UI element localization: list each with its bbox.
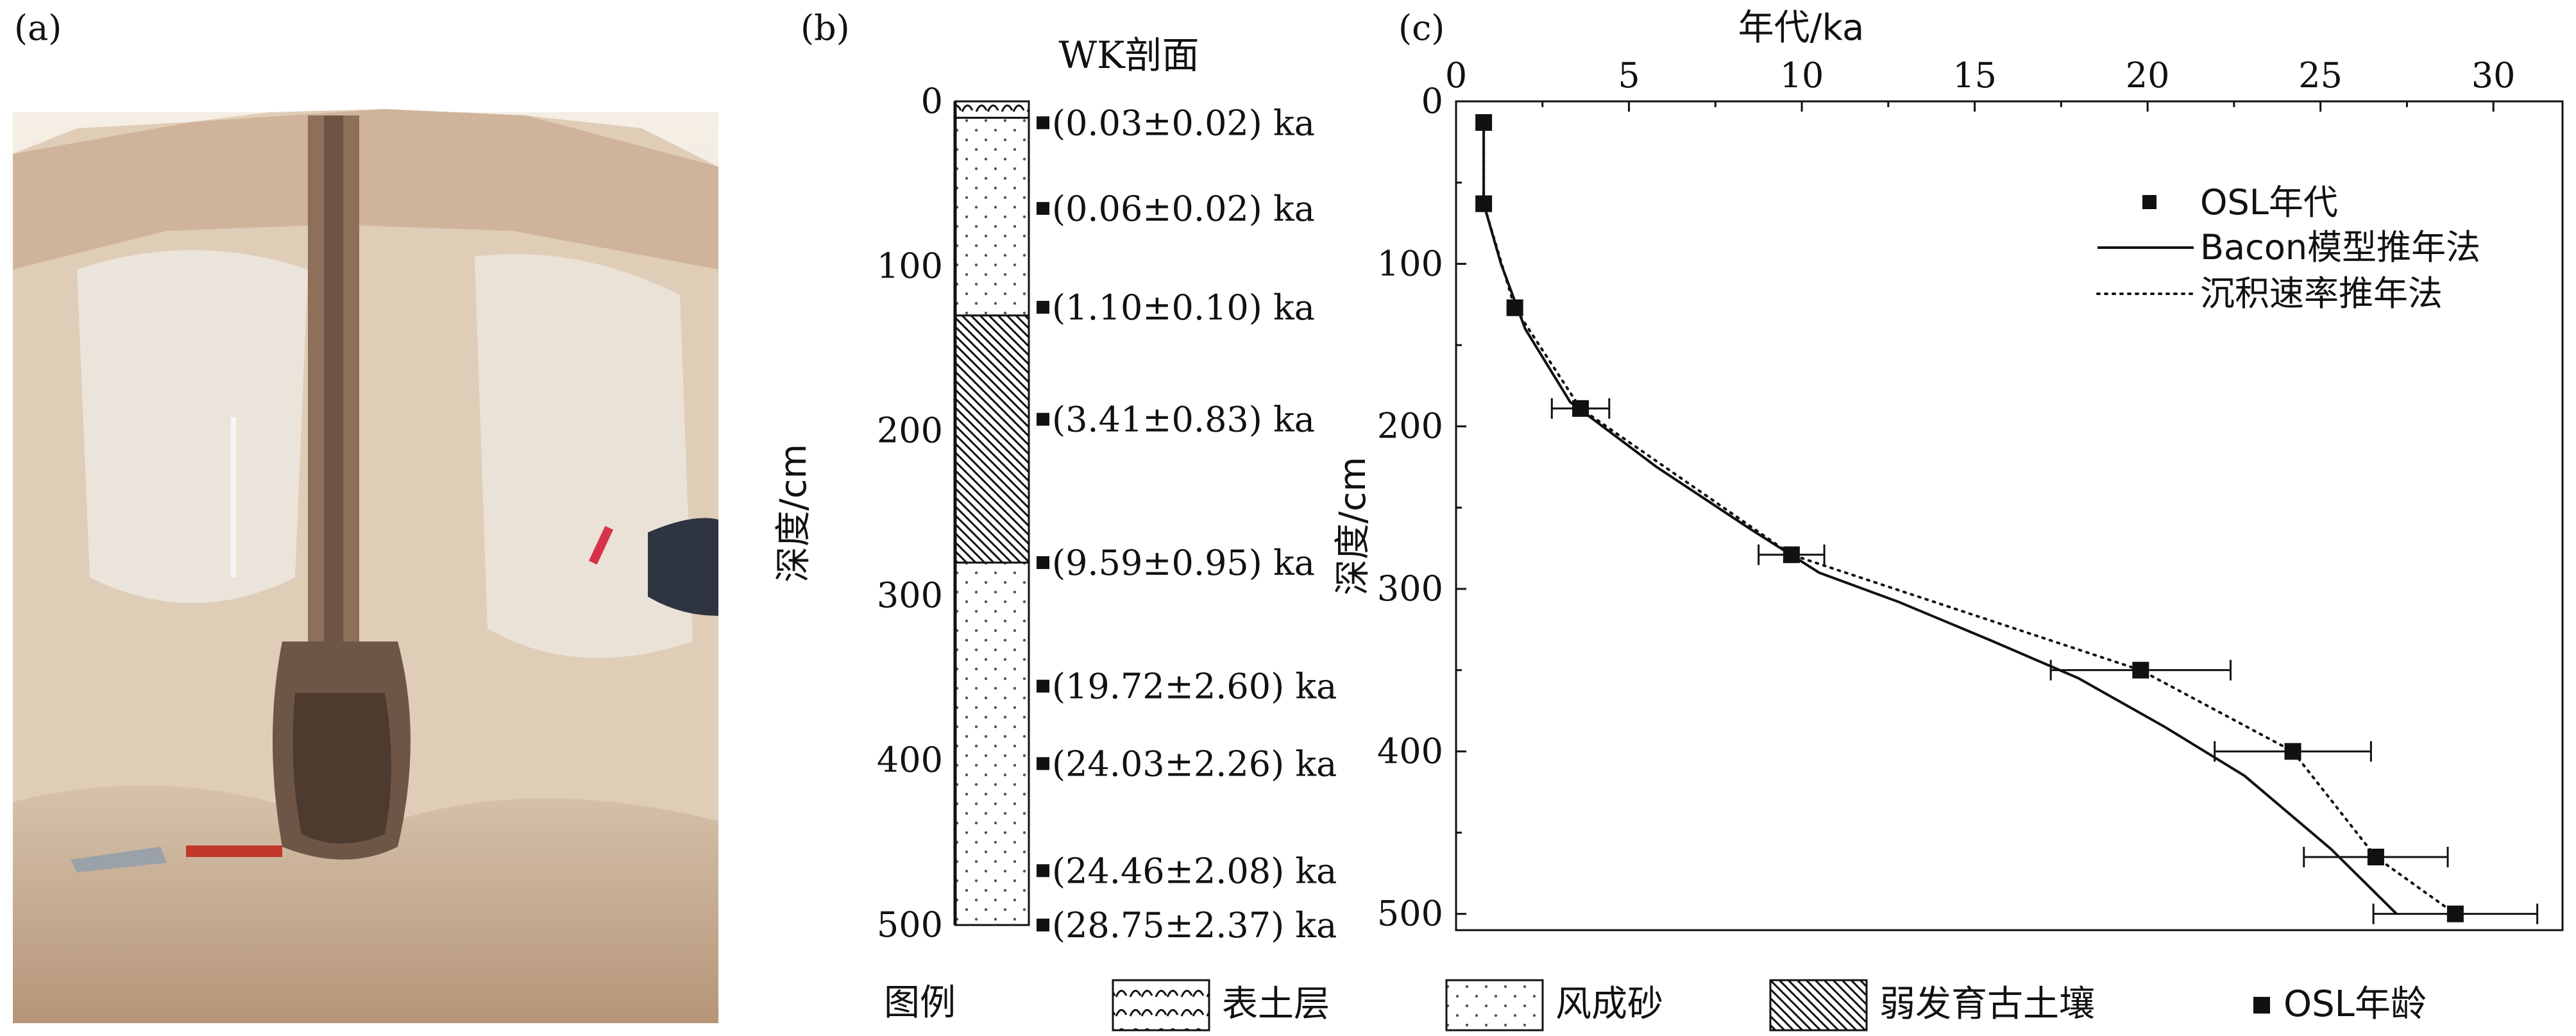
chart-x-tick-label: 10	[1780, 55, 1824, 96]
chart-y-tick-label: 300	[1377, 568, 1443, 609]
chart-legend-label-rate: 沉积速率推年法	[2200, 273, 2443, 314]
osl-point	[2284, 743, 2301, 760]
chart-x-tick-label: 20	[2126, 55, 2170, 96]
osl-point	[1783, 546, 1800, 563]
column-y-tick-label: 500	[877, 904, 943, 945]
chart-legend-label-osl: OSL年代	[2200, 182, 2338, 223]
column-sample-label: (1.10±0.10) ka	[1052, 287, 1315, 328]
column-layer	[954, 100, 1030, 119]
column-sample-label: (28.75±2.37) ka	[1052, 905, 1337, 946]
stratigraphic-column-panel: WK剖面 0 100 200 300 400 500 深度/cm (0.03±0.02) …	[773, 33, 1337, 946]
paleosol-pattern-icon	[1769, 979, 1868, 1032]
chart-x-tick-label: 30	[2471, 55, 2516, 96]
column-sample-marker	[1037, 864, 1049, 878]
column-y-tick-label: 0	[921, 81, 943, 121]
column-sample-label: (0.03±0.02) ka	[1052, 103, 1315, 143]
chart-y-tick-label: 100	[1377, 243, 1443, 284]
chart-plot-frame	[1455, 100, 2564, 931]
osl-point	[2367, 849, 2384, 865]
panel-label-c: (c)	[1398, 8, 1445, 48]
series-points-osl	[1475, 114, 2539, 924]
panel-label-b: (b)	[801, 8, 850, 48]
chart-y-tick-label: 200	[1377, 406, 1443, 446]
column-y-tick-label: 300	[877, 575, 943, 615]
chart-legend-label-bacon: Bacon模型推年法	[2200, 227, 2480, 267]
legend-label-aeolian-sand: 风成砂	[1555, 983, 1663, 1025]
column-sample-marker	[1037, 412, 1049, 426]
chart-y-tick-label: 500	[1377, 894, 1443, 934]
column-sample-marker	[1037, 301, 1049, 314]
column-sample-marker	[1037, 919, 1049, 931]
osl-point	[2446, 905, 2464, 922]
osl-point	[1475, 195, 1493, 212]
legend-label-paleosol: 弱发育古土壤	[1879, 983, 2095, 1025]
osl-point	[2132, 661, 2149, 679]
column-y-label: 深度/cm	[773, 444, 815, 582]
chart-y-label: 深度/cm	[1332, 457, 1374, 595]
chart-y-axis: 0 100 200 300 400 500	[1377, 81, 1466, 934]
column-y-tick-label: 100	[877, 246, 943, 286]
column-sample-marker	[1037, 116, 1049, 130]
column-layer	[954, 314, 1030, 564]
column-title: WK剖面	[1059, 33, 1199, 77]
chart-y-tick-label: 0	[1421, 81, 1443, 121]
osl-point	[1506, 299, 1523, 316]
square-marker-icon	[2253, 997, 2270, 1014]
column-sample-marker	[1037, 201, 1049, 215]
legend-title: 图例	[884, 982, 956, 1024]
column-sample-marker	[1037, 757, 1049, 770]
column-samples: (0.03±0.02) ka (0.06±0.02) ka (1.10±0.10) …	[1037, 103, 1337, 946]
column-layer	[954, 117, 1030, 317]
topsoil-pattern-icon	[1112, 979, 1210, 1032]
aeolian-sand-pattern-icon	[1445, 979, 1544, 1032]
osl-point	[1572, 400, 1589, 417]
series-line-deposition-rate	[1482, 121, 2457, 915]
chart-x-axis: 0 5 10 15 20 25 30	[1445, 55, 2516, 112]
column-y-tick-label: 400	[877, 740, 943, 780]
column-sample-label: (24.46±2.08) ka	[1052, 851, 1337, 891]
column-sample-label: (0.06±0.02) ka	[1052, 189, 1315, 229]
chart-x-label: 年代/ka	[1738, 7, 1865, 49]
chart-legend-marker-osl	[2142, 195, 2157, 209]
chart-legend: OSL年代 Bacon模型推年法 沉积速率推年法	[2096, 182, 2480, 314]
series-line-bacon	[1482, 122, 2398, 915]
chart-x-tick-label: 0	[1445, 55, 1467, 96]
chart-y-tick-label: 400	[1377, 731, 1443, 771]
excavated-profile-photo-icon	[13, 109, 718, 1023]
age-depth-chart-panel: 年代/ka 深度/cm 0 5 10 15 20 25 30 0 100 200 300 400 50…	[1332, 7, 2564, 934]
column-sample-marker	[1037, 679, 1049, 693]
legend-label-osl-age: OSL年龄	[2284, 983, 2427, 1025]
column-layer	[954, 561, 1030, 926]
column-layers	[954, 100, 1030, 926]
column-y-axis: 0 100 200 300 400 500	[877, 81, 963, 945]
column-y-tick-label: 200	[877, 411, 943, 451]
legend-label-topsoil: 表土层	[1222, 983, 1330, 1025]
column-sample-label: (24.03±2.26) ka	[1052, 743, 1337, 784]
chart-x-tick-label: 15	[1953, 55, 1997, 96]
column-sample-label: (3.41±0.83) ka	[1052, 400, 1315, 440]
chart-x-tick-label: 25	[2298, 55, 2343, 96]
chart-x-tick-label: 5	[1618, 55, 1640, 96]
column-sample-label: (19.72±2.60) ka	[1052, 667, 1337, 707]
column-sample-marker	[1037, 556, 1049, 570]
panel-label-a: (a)	[14, 8, 62, 48]
osl-point	[1475, 114, 1493, 131]
figure-legend: 图例 表土层 风成砂 弱发育古土壤 OSL年龄	[884, 979, 2427, 1032]
column-sample-label: (9.59±0.95) ka	[1052, 543, 1315, 583]
